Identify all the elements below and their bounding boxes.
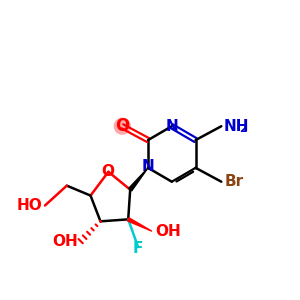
Text: N: N: [165, 119, 178, 134]
Text: OH: OH: [52, 234, 78, 249]
Text: Br: Br: [224, 174, 243, 189]
Polygon shape: [128, 218, 152, 231]
Text: OH: OH: [155, 224, 181, 239]
Polygon shape: [129, 168, 148, 191]
Text: O: O: [115, 117, 129, 135]
Text: O: O: [101, 164, 114, 179]
Text: 2: 2: [239, 124, 247, 134]
Text: HO: HO: [16, 198, 42, 213]
Text: F: F: [133, 241, 143, 256]
Text: N: N: [142, 159, 154, 174]
Text: NH: NH: [223, 119, 249, 134]
Circle shape: [114, 118, 130, 134]
